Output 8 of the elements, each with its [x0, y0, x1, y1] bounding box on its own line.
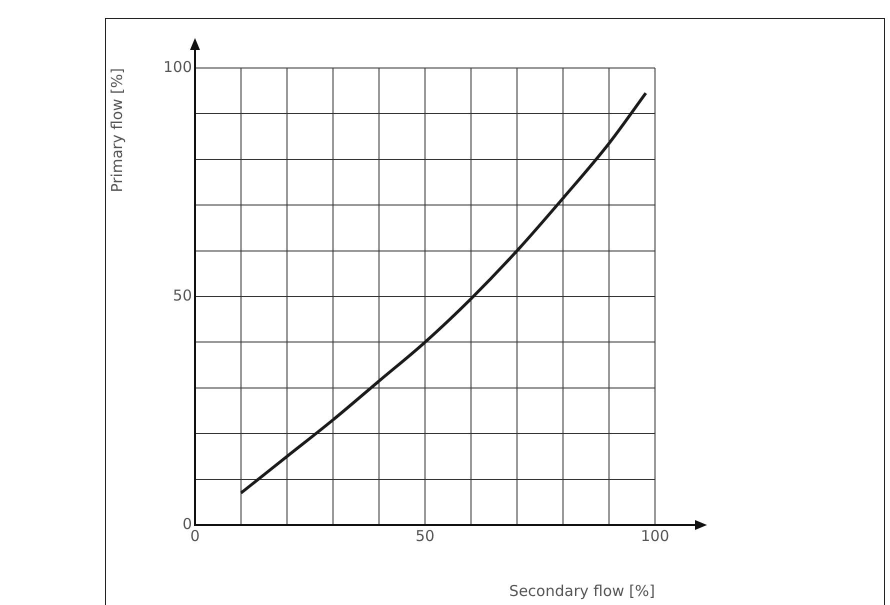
y-tick-label: 0	[182, 514, 192, 533]
x-tick-label: 100	[640, 526, 670, 545]
line-series	[240, 92, 648, 495]
x-axis-title: Secondary flow [%]	[509, 582, 655, 600]
y-tick-label: 100	[163, 58, 192, 76]
y-tick-label: 50	[172, 286, 192, 304]
x-tick-label: 50	[415, 526, 435, 545]
y-axis-title: Primary flow [%]	[108, 68, 126, 192]
